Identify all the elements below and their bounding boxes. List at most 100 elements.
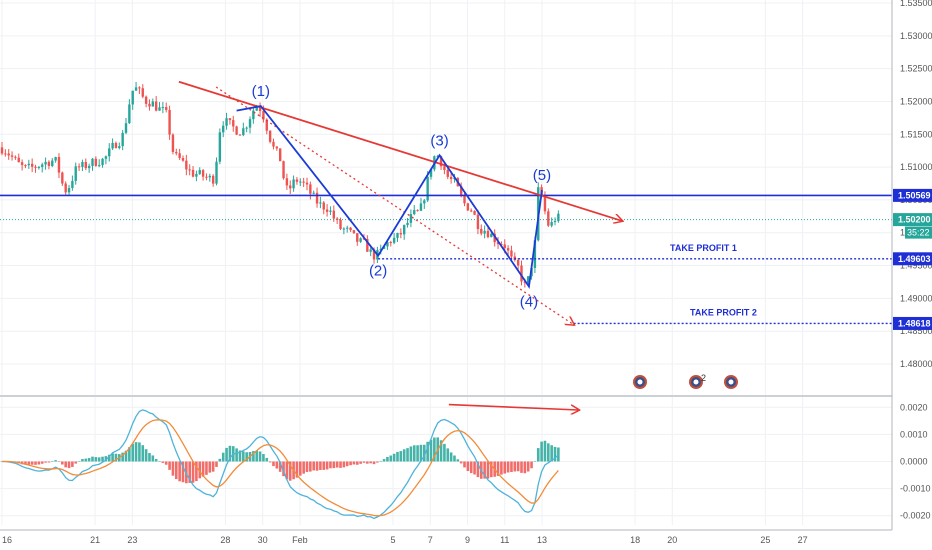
histogram-bar bbox=[366, 461, 369, 464]
candle-body bbox=[138, 87, 141, 89]
histogram-bar bbox=[309, 461, 312, 472]
candle-body bbox=[406, 222, 409, 226]
histogram-bar bbox=[510, 461, 513, 472]
histogram-bar bbox=[329, 461, 332, 469]
candle-body bbox=[547, 211, 550, 226]
histogram-bar bbox=[362, 461, 366, 463]
histogram-bar bbox=[265, 457, 269, 462]
candle-body bbox=[439, 156, 443, 167]
histogram-bar bbox=[154, 459, 158, 462]
histogram-bar bbox=[530, 461, 533, 469]
price-tick-label: 1.53000 bbox=[900, 31, 932, 41]
wave-label-5: (5) bbox=[533, 167, 551, 184]
histogram-bar bbox=[282, 461, 285, 477]
time-tick-label: 27 bbox=[798, 535, 808, 545]
candle-body bbox=[309, 184, 312, 194]
event-badge-count: 2 bbox=[701, 373, 706, 383]
histogram-bar bbox=[553, 446, 557, 462]
macd-divergence-line bbox=[448, 403, 579, 410]
histogram-bar bbox=[107, 454, 111, 462]
histogram-bar bbox=[50, 461, 54, 462]
histogram-bar bbox=[335, 461, 339, 468]
candle-body bbox=[533, 240, 537, 269]
candle-body bbox=[245, 127, 248, 129]
histogram-bar bbox=[443, 443, 446, 462]
candle-body bbox=[516, 259, 520, 266]
candle-body bbox=[118, 146, 121, 149]
histogram-bar bbox=[138, 442, 141, 462]
histogram-bar bbox=[242, 451, 245, 462]
candle-body bbox=[0, 147, 4, 154]
candle-body bbox=[4, 153, 7, 155]
time-tick-label: 11 bbox=[500, 535, 509, 545]
histogram-bar bbox=[459, 461, 463, 464]
candle-body bbox=[232, 120, 235, 127]
candle-body bbox=[144, 96, 148, 104]
histogram-bar bbox=[295, 461, 299, 478]
candle-body bbox=[134, 87, 138, 91]
candle-body bbox=[178, 153, 181, 159]
histogram-bar bbox=[131, 443, 135, 462]
candle-body bbox=[413, 210, 416, 215]
candle-body bbox=[550, 221, 553, 226]
candle-body bbox=[24, 165, 27, 167]
candle-body bbox=[57, 157, 61, 173]
candle-body bbox=[356, 233, 359, 242]
candle-body bbox=[449, 176, 453, 180]
candle-body bbox=[285, 178, 289, 186]
histogram-bar bbox=[453, 455, 456, 462]
histogram-bar bbox=[258, 451, 262, 462]
candle-body bbox=[265, 119, 268, 131]
candle-body bbox=[289, 185, 292, 189]
histogram-bar bbox=[426, 441, 429, 462]
candle-body bbox=[275, 146, 279, 149]
histogram-bar bbox=[345, 461, 349, 467]
histogram-bar bbox=[208, 461, 212, 473]
candle-body bbox=[262, 111, 265, 120]
histogram-bar bbox=[262, 454, 265, 462]
histogram-bar bbox=[500, 461, 503, 475]
histogram-bar bbox=[389, 455, 393, 462]
histogram-bar bbox=[24, 461, 27, 465]
histogram-bar bbox=[547, 443, 550, 462]
time-tick-label: 25 bbox=[760, 535, 770, 545]
candle-body bbox=[399, 233, 403, 235]
candle-body bbox=[466, 203, 470, 211]
histogram-bar bbox=[81, 459, 84, 462]
histogram-bar bbox=[355, 461, 359, 465]
candle-body bbox=[84, 161, 87, 169]
candle-body bbox=[392, 237, 396, 243]
candle-body bbox=[423, 200, 426, 204]
countdown-label: 35:22 bbox=[907, 228, 930, 238]
candle-body bbox=[54, 157, 57, 161]
candle-body bbox=[553, 220, 557, 222]
candle-body bbox=[443, 166, 446, 170]
candle-body bbox=[218, 132, 222, 162]
histogram-bar bbox=[87, 458, 91, 462]
histogram-bar bbox=[161, 461, 165, 463]
candle-body bbox=[483, 230, 486, 234]
macd-indicator bbox=[0, 395, 892, 520]
histogram-bar bbox=[399, 451, 403, 462]
candle-body bbox=[208, 175, 211, 178]
histogram-bar bbox=[369, 461, 372, 464]
histogram-bar bbox=[540, 441, 543, 462]
candle-body bbox=[201, 170, 205, 177]
candle-body bbox=[195, 173, 198, 177]
candle-body bbox=[242, 128, 245, 136]
histogram-bar bbox=[402, 449, 406, 462]
time-tick-label: 7 bbox=[428, 535, 433, 545]
macd-line bbox=[1, 409, 559, 520]
candle-body bbox=[61, 172, 64, 184]
candle-body bbox=[171, 134, 175, 152]
histogram-bar bbox=[446, 448, 450, 462]
price-tick-label: 1.52000 bbox=[900, 96, 932, 106]
candle-body bbox=[292, 179, 295, 189]
histogram-bar bbox=[47, 461, 51, 463]
time-tick-label: 5 bbox=[391, 535, 396, 545]
candle-body bbox=[74, 166, 77, 181]
candle-body bbox=[20, 162, 24, 166]
candle-body bbox=[476, 214, 480, 229]
time-tick-label: 20 bbox=[667, 535, 677, 545]
histogram-bar bbox=[305, 461, 309, 472]
